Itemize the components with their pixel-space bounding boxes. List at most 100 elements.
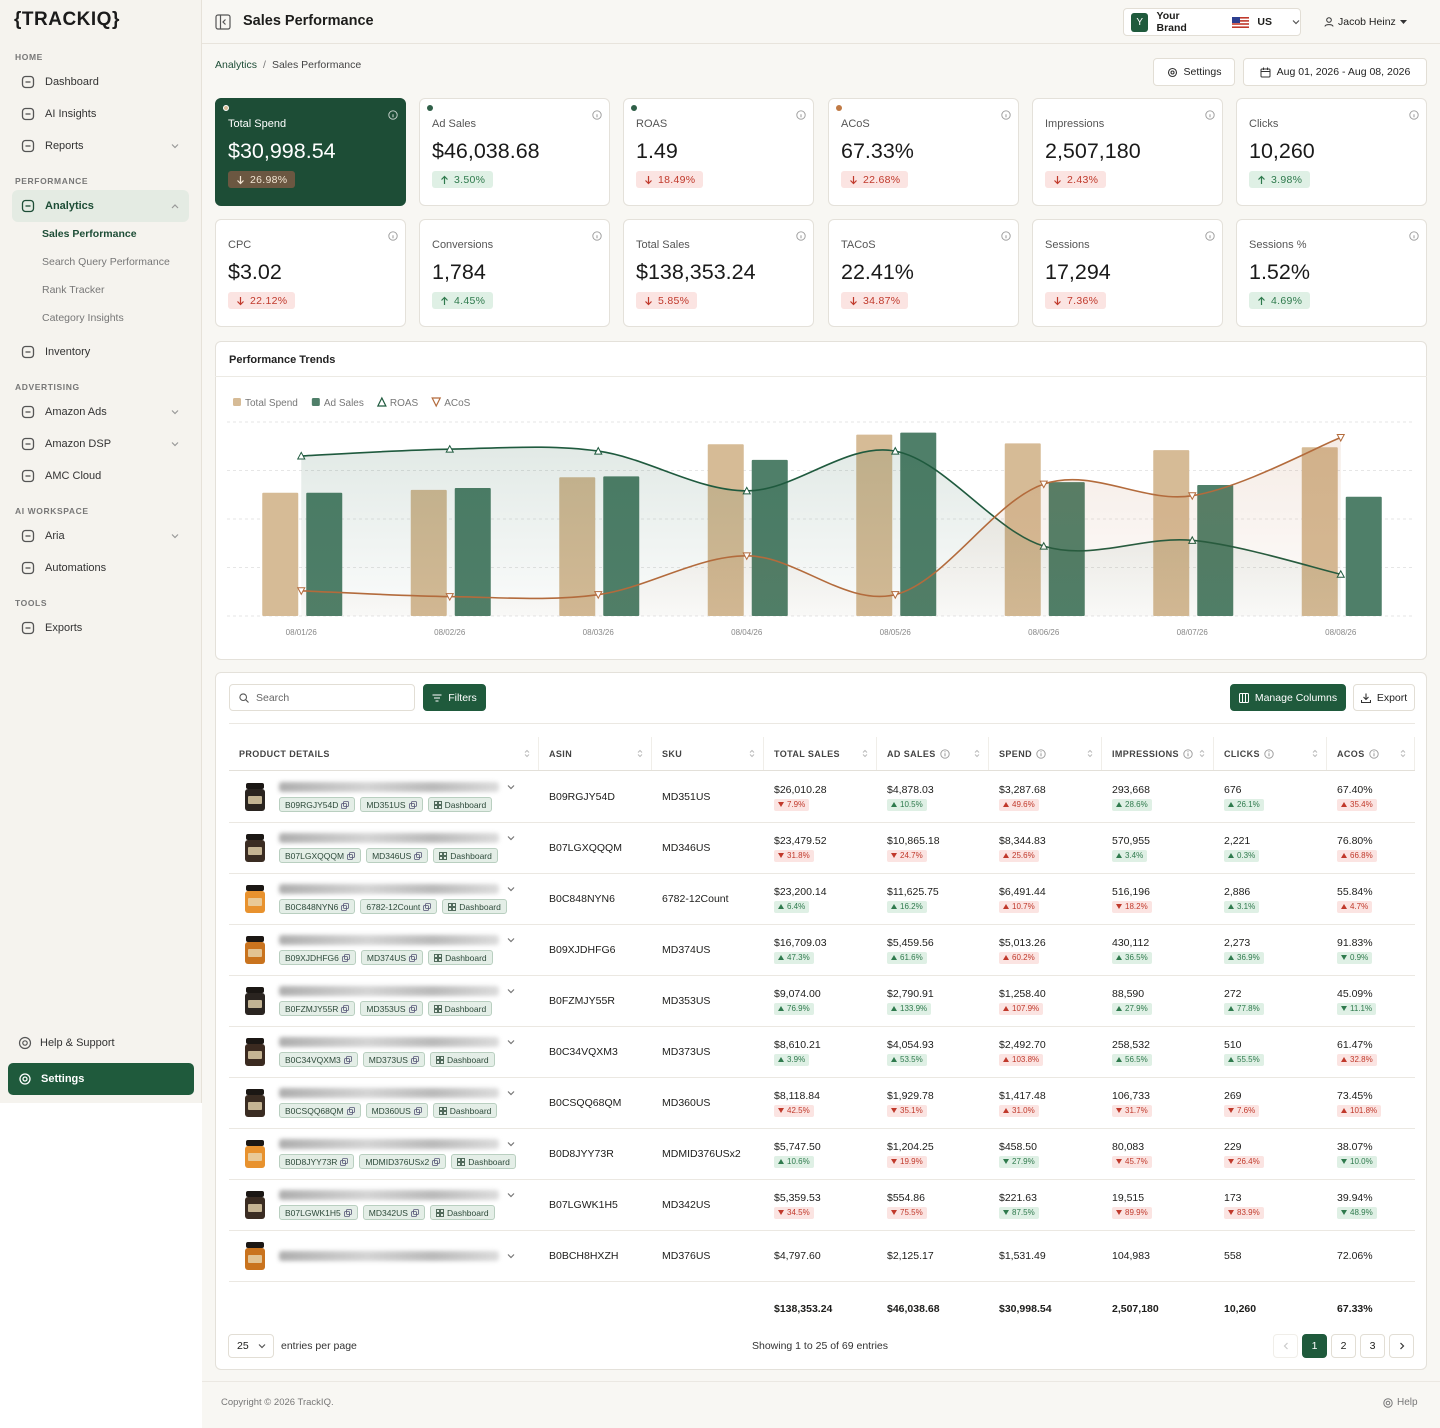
date-range-button[interactable]: Aug 01, 2026 - Aug 08, 2026 bbox=[1243, 58, 1427, 86]
tag[interactable]: Dashboard bbox=[433, 848, 498, 863]
page-button[interactable]: 2 bbox=[1331, 1334, 1356, 1358]
metric-value: $8,118.84 bbox=[774, 1089, 820, 1102]
nav-item[interactable]: AMC Cloud bbox=[12, 460, 189, 492]
column-header[interactable]: TOTAL SALES bbox=[764, 737, 877, 770]
column-header[interactable]: SPEND bbox=[989, 737, 1102, 770]
tag[interactable]: MD374US bbox=[360, 950, 424, 965]
info-button[interactable] bbox=[388, 228, 398, 241]
nav-item[interactable]: Dashboard bbox=[12, 66, 189, 98]
info-button[interactable] bbox=[592, 107, 602, 120]
nav-item[interactable]: Analytics bbox=[12, 190, 189, 222]
legend-item[interactable]: ACoS bbox=[431, 397, 471, 409]
nav-item[interactable]: AI Insights bbox=[12, 98, 189, 130]
tag[interactable]: MD360US bbox=[365, 1103, 428, 1118]
page-button[interactable]: 1 bbox=[1302, 1334, 1327, 1358]
tag[interactable]: B07LGWK1H5 bbox=[279, 1205, 358, 1220]
collapse-button[interactable] bbox=[215, 14, 231, 30]
tag[interactable]: MD353US bbox=[360, 1001, 423, 1016]
info-button[interactable] bbox=[592, 228, 602, 241]
info-button[interactable] bbox=[796, 107, 806, 120]
filters-button[interactable]: Filters bbox=[423, 684, 486, 711]
tag[interactable]: Dashboard bbox=[451, 1154, 516, 1169]
column-header[interactable]: CLICKS bbox=[1214, 737, 1327, 770]
kpi-value: 22.41% bbox=[841, 260, 914, 284]
settings-button[interactable]: Settings bbox=[1153, 58, 1235, 86]
tag[interactable]: B09XJDHFG6 bbox=[279, 950, 356, 965]
nav-item[interactable]: Amazon DSP bbox=[12, 428, 189, 460]
tag[interactable]: Dashboard bbox=[427, 1001, 493, 1016]
info-button[interactable] bbox=[1001, 228, 1011, 241]
kpi-card: Clicks 10,260 3.98% bbox=[1236, 98, 1427, 206]
legend-item[interactable]: Total Spend bbox=[233, 398, 298, 409]
column-header[interactable]: ASIN bbox=[539, 737, 652, 770]
tag[interactable]: MD351US bbox=[360, 797, 423, 812]
triangle bbox=[778, 1210, 784, 1215]
legend-label: ROAS bbox=[390, 398, 419, 409]
legend-item[interactable]: ROAS bbox=[376, 396, 419, 409]
user-menu[interactable]: Jacob Heinz bbox=[1324, 15, 1424, 29]
tag[interactable]: Dashboard bbox=[432, 1103, 498, 1118]
chevron bbox=[507, 785, 515, 790]
tag[interactable]: 6782-12Count bbox=[360, 899, 438, 914]
sub-nav-item[interactable]: Rank Tracker bbox=[42, 284, 105, 296]
export-button[interactable]: Export bbox=[1353, 684, 1415, 711]
tag[interactable]: B0D8JYY73R bbox=[279, 1154, 355, 1169]
tag[interactable]: MD373US bbox=[362, 1052, 425, 1067]
tag[interactable]: MD346US bbox=[366, 848, 429, 863]
info-button[interactable] bbox=[1205, 107, 1215, 120]
breadcrumb-separator: / bbox=[263, 59, 266, 71]
manage-columns-button[interactable]: Manage Columns bbox=[1230, 684, 1346, 711]
column-header[interactable]: ACOS bbox=[1327, 737, 1415, 770]
breadcrumb-item[interactable]: Analytics bbox=[215, 59, 258, 71]
metric-value: 39.94% bbox=[1337, 1191, 1373, 1204]
sub-nav-item[interactable]: Sales Performance bbox=[42, 228, 137, 240]
tag[interactable]: Dashboard bbox=[429, 1052, 495, 1067]
tag[interactable]: MD342US bbox=[362, 1205, 425, 1220]
kpi-label: Total Spend bbox=[228, 118, 287, 130]
tag[interactable]: B0FZMJY55R bbox=[279, 1001, 356, 1016]
column-label: ACOS bbox=[1337, 748, 1365, 759]
column-header[interactable]: IMPRESSIONS bbox=[1102, 737, 1214, 770]
info-button[interactable] bbox=[1409, 228, 1419, 241]
tag[interactable]: MDMID376USx2 bbox=[359, 1154, 447, 1169]
settings-button[interactable]: Settings bbox=[8, 1063, 194, 1095]
tag[interactable]: Dashboard bbox=[429, 1205, 495, 1220]
sub-nav-item[interactable]: Search Query Performance bbox=[42, 256, 170, 268]
tag[interactable]: B0CSQQ68QM bbox=[279, 1103, 361, 1118]
help-link[interactable]: Help & Support bbox=[18, 1035, 188, 1051]
sub-nav-item[interactable]: Category Insights bbox=[42, 312, 124, 324]
footer-help[interactable]: Help bbox=[1383, 1396, 1423, 1409]
nav-item[interactable]: Inventory bbox=[12, 336, 189, 368]
tag[interactable]: B07LGXQQQM bbox=[279, 848, 362, 863]
nav-item[interactable]: Exports bbox=[12, 612, 189, 644]
kpi-dot bbox=[836, 105, 842, 111]
asin: B09RGJY54D bbox=[549, 791, 615, 803]
brand-selector[interactable]: Y Your Brand US bbox=[1123, 8, 1301, 36]
legend-item[interactable]: Ad Sales bbox=[311, 398, 364, 409]
metric-cell: $8,610.21 3.9% bbox=[764, 1027, 877, 1077]
search-input[interactable]: Search bbox=[229, 684, 415, 711]
info-button[interactable] bbox=[1205, 228, 1215, 241]
column-header[interactable]: SKU bbox=[652, 737, 764, 770]
nav-item[interactable]: Amazon Ads bbox=[12, 396, 189, 428]
sku: MD353US bbox=[662, 995, 711, 1007]
info-button[interactable] bbox=[1409, 107, 1419, 120]
nav-item[interactable]: Reports bbox=[12, 130, 189, 162]
tag[interactable]: Dashboard bbox=[442, 899, 507, 914]
page-size-select[interactable]: 25 bbox=[228, 1334, 274, 1358]
tag[interactable]: B09RGJY54D bbox=[279, 797, 356, 812]
info-button[interactable] bbox=[1001, 107, 1011, 120]
nav-item[interactable]: Automations bbox=[12, 552, 189, 584]
page-button[interactable]: 3 bbox=[1360, 1334, 1385, 1358]
tag-label: Dashboard bbox=[445, 952, 487, 963]
info-button[interactable] bbox=[388, 107, 398, 120]
tag[interactable]: Dashboard bbox=[427, 797, 493, 812]
tag[interactable]: Dashboard bbox=[428, 950, 493, 965]
next-page[interactable] bbox=[1389, 1334, 1414, 1358]
tag[interactable]: B0C34VQXM3 bbox=[279, 1052, 358, 1067]
column-header[interactable]: AD SALES bbox=[877, 737, 989, 770]
tag[interactable]: B0C848NYN6 bbox=[279, 899, 356, 914]
info-button[interactable] bbox=[796, 228, 806, 241]
nav-item[interactable]: Aria bbox=[12, 520, 189, 552]
column-header[interactable]: PRODUCT DETAILS bbox=[229, 737, 539, 770]
